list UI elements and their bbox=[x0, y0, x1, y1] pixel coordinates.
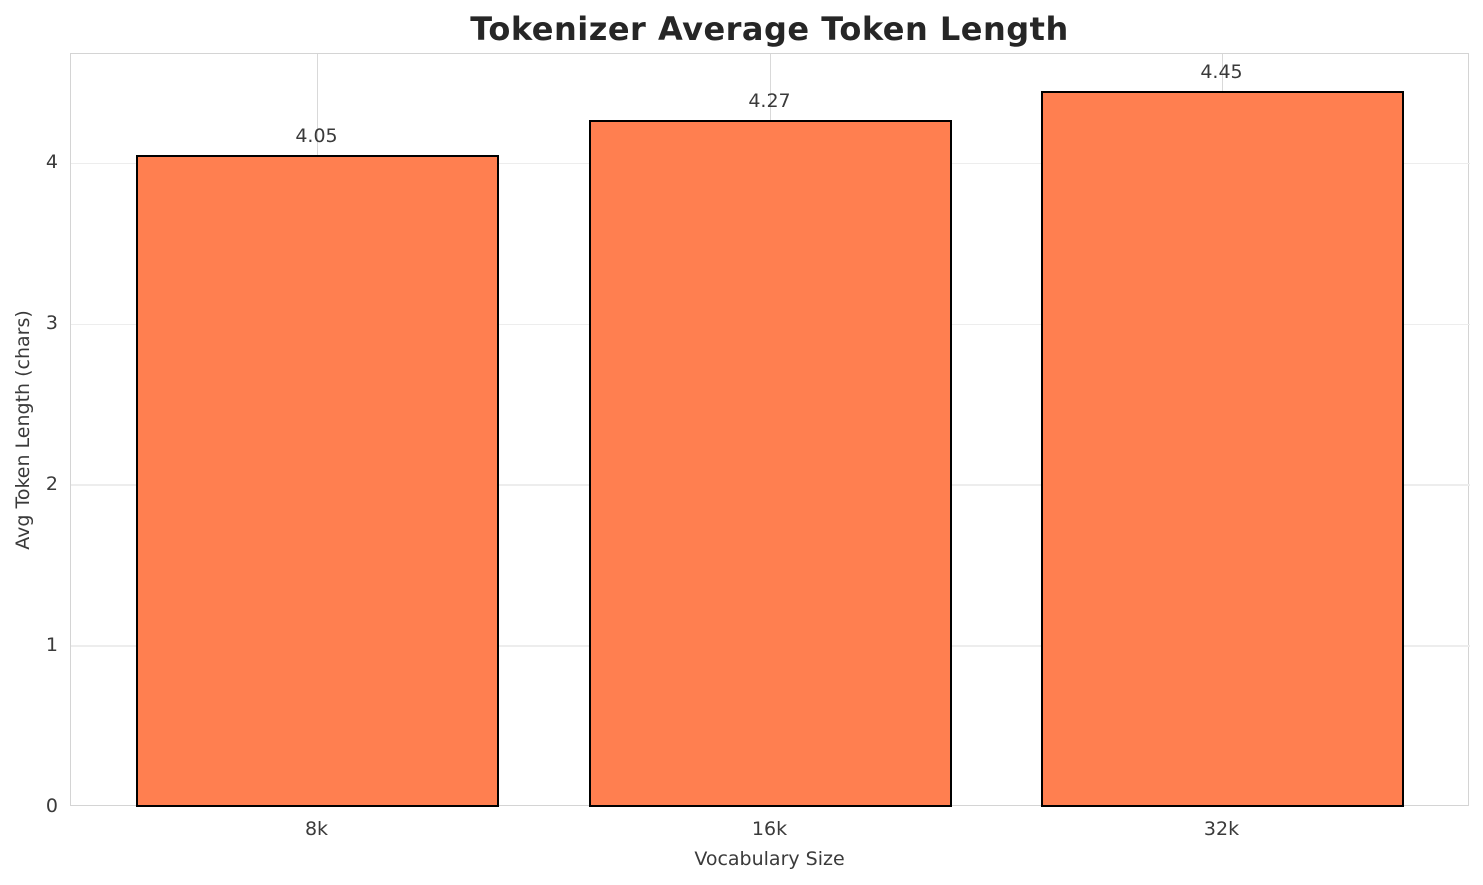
bar-16k bbox=[589, 119, 952, 807]
bar-32k bbox=[1041, 91, 1404, 807]
x-tick-label: 32k bbox=[1203, 818, 1240, 840]
y-tick-label: 2 bbox=[45, 473, 58, 496]
bar-value-label: 4.45 bbox=[1200, 61, 1243, 83]
y-tick-label: 4 bbox=[45, 151, 58, 174]
y-axis-label: Avg Token Length (chars) bbox=[12, 310, 34, 550]
x-tick-label: 16k bbox=[751, 818, 788, 840]
y-tick-label: 1 bbox=[45, 634, 58, 657]
x-axis-label: Vocabulary Size bbox=[694, 848, 845, 870]
y-tick-label: 3 bbox=[45, 312, 58, 335]
bar-8k bbox=[136, 155, 499, 807]
plot-area bbox=[70, 53, 1470, 807]
y-tick-label: 0 bbox=[45, 795, 58, 817]
chart-title: Tokenizer Average Token Length bbox=[470, 10, 1069, 48]
bar-value-label: 4.05 bbox=[295, 125, 338, 148]
bar-value-label: 4.27 bbox=[748, 89, 791, 112]
x-tick-label: 8k bbox=[304, 818, 329, 840]
